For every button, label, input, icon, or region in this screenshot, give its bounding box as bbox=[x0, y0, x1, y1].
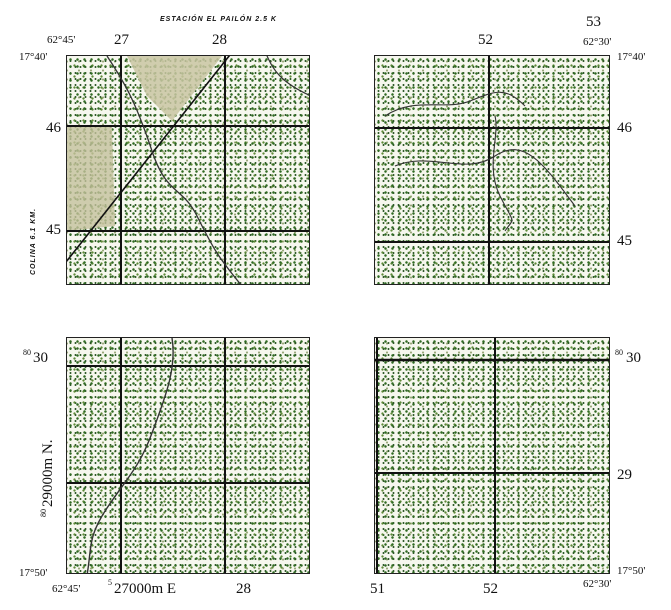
map-features bbox=[67, 56, 309, 284]
bl-northing-full-sup: 80 bbox=[39, 509, 48, 517]
tl-latitude: 17°40' bbox=[19, 51, 48, 63]
tl-easting-28: 28 bbox=[212, 32, 227, 48]
br-easting-51: 51 bbox=[370, 581, 385, 597]
br-latitude: 17°50' bbox=[617, 565, 646, 577]
br-northing-sup: 80 bbox=[615, 348, 623, 357]
bl-northing-sup: 80 bbox=[23, 348, 31, 357]
tl-easting-27: 27 bbox=[114, 32, 129, 48]
vegetation-pattern bbox=[375, 56, 609, 284]
tl-longitude: 62°45' bbox=[47, 34, 76, 46]
tr-easting-52: 52 bbox=[478, 32, 493, 48]
vegetation-pattern bbox=[67, 338, 309, 573]
tl-northing-46: 46 bbox=[46, 120, 61, 136]
vegetation-pattern bbox=[375, 338, 609, 573]
bl-easting-sup: 5 bbox=[108, 578, 112, 587]
br-easting-52: 52 bbox=[483, 581, 498, 597]
tr-longitude: 62°30' bbox=[583, 36, 612, 48]
br-longitude: 62°30' bbox=[583, 578, 612, 590]
map-panel-top-right bbox=[374, 55, 610, 285]
tr-northing-46: 46 bbox=[617, 120, 632, 136]
bl-easting-full: 27000m E bbox=[114, 581, 177, 597]
br-northing-29: 29 bbox=[617, 467, 632, 483]
map-panel-top-left bbox=[66, 55, 310, 285]
tr-latitude: 17°40' bbox=[617, 51, 646, 63]
bl-latitude: 17°50' bbox=[19, 567, 48, 579]
station-note: ESTACIÓN EL PAILÓN 2.5 K bbox=[160, 16, 277, 23]
colina-note: COLINA 6.1 KM. bbox=[30, 207, 37, 275]
tl-northing-45: 45 bbox=[46, 222, 61, 238]
br-northing-30: 30 bbox=[626, 350, 641, 366]
map-panel-bottom-right bbox=[374, 337, 610, 574]
bl-easting-28: 28 bbox=[236, 581, 251, 597]
bl-longitude: 62°45' bbox=[52, 583, 81, 595]
tr-northing-45: 45 bbox=[617, 233, 632, 249]
map-features bbox=[375, 338, 609, 573]
map-features bbox=[375, 56, 609, 284]
bl-northing-30: 30 bbox=[33, 350, 48, 366]
map-features bbox=[67, 338, 309, 573]
tr-easting-53: 53 bbox=[586, 14, 601, 30]
bl-northing-full: 29000m N. bbox=[40, 439, 56, 508]
map-panel-bottom-left bbox=[66, 337, 310, 574]
